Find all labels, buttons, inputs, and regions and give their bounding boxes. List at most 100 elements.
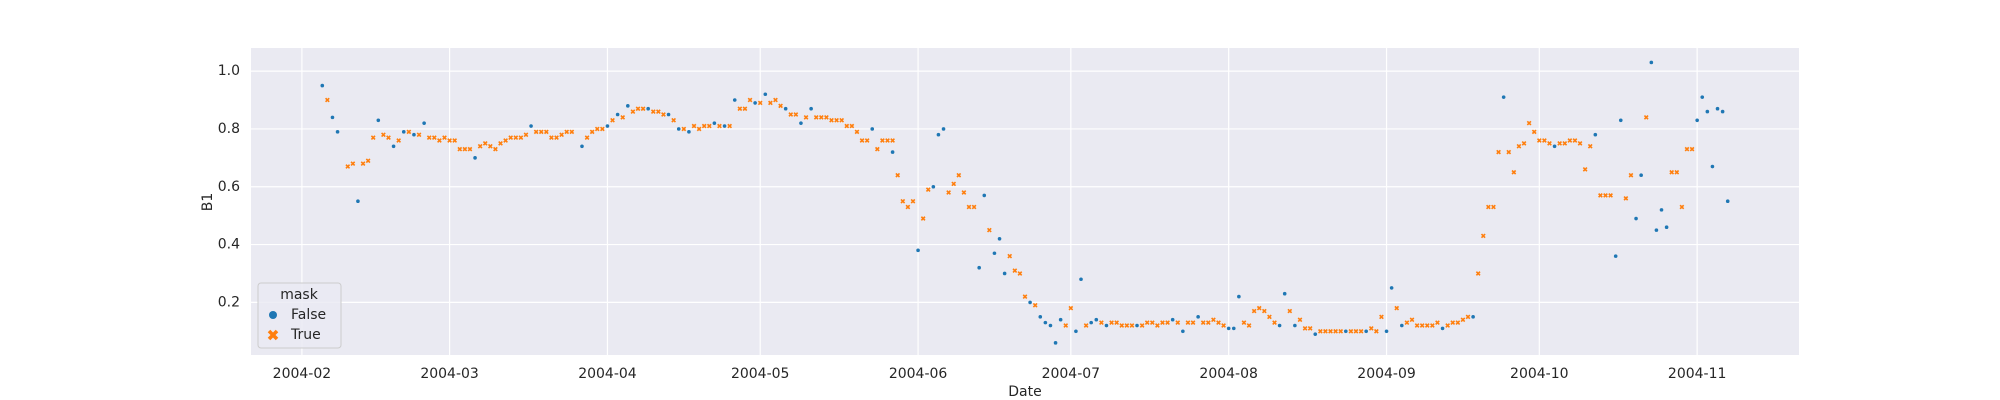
- point: [742, 106, 748, 112]
- point: [1471, 315, 1475, 319]
- point: [951, 181, 957, 187]
- x-tick-label: 2004-10: [1510, 366, 1569, 382]
- point: [1028, 300, 1032, 305]
- point: [1297, 317, 1303, 323]
- point: [482, 141, 488, 146]
- point: [1634, 216, 1638, 221]
- point: [646, 106, 650, 111]
- point: [1267, 314, 1272, 320]
- point: [1175, 320, 1181, 325]
- point: [890, 138, 895, 143]
- point: [1460, 317, 1466, 323]
- point: [1435, 320, 1440, 325]
- point: [426, 135, 432, 140]
- point: [1302, 326, 1308, 331]
- point: [1603, 193, 1608, 198]
- y-axis-label: B1: [200, 193, 216, 212]
- point: [946, 190, 951, 195]
- point: [325, 97, 330, 103]
- point: [864, 138, 870, 143]
- point: [824, 115, 829, 120]
- point: [956, 172, 962, 178]
- point: [1007, 253, 1013, 259]
- point: [1496, 149, 1501, 155]
- point: [1679, 204, 1685, 210]
- point: [1654, 228, 1659, 232]
- legend-title: mask: [280, 287, 319, 303]
- point: [727, 123, 733, 129]
- point: [533, 129, 539, 135]
- x-tick-label: 2004-09: [1357, 366, 1416, 382]
- point: [1424, 323, 1430, 328]
- point: [1542, 138, 1547, 143]
- point: [467, 146, 473, 152]
- legend-marker: [269, 311, 277, 319]
- point: [365, 158, 371, 164]
- point: [986, 227, 992, 233]
- point: [1429, 323, 1435, 328]
- legend-box: [257, 282, 342, 349]
- x-tick-label: 2004-02: [273, 366, 332, 382]
- point: [992, 251, 997, 256]
- x-tick-label: 2004-05: [731, 366, 790, 382]
- legend-label: True: [290, 327, 321, 343]
- point: [1190, 320, 1196, 325]
- point: [1038, 315, 1043, 319]
- point: [1241, 320, 1247, 325]
- point: [1674, 169, 1680, 175]
- point: [406, 129, 412, 135]
- point: [1048, 323, 1053, 328]
- point: [1287, 308, 1293, 314]
- point: [1491, 204, 1496, 210]
- point: [1200, 320, 1206, 325]
- point: [650, 109, 656, 114]
- point: [1099, 320, 1104, 325]
- point: [885, 138, 890, 143]
- point: [1002, 271, 1007, 276]
- point: [1455, 320, 1461, 325]
- point: [1613, 254, 1618, 258]
- point: [513, 135, 519, 140]
- point: [1511, 169, 1517, 175]
- point: [1368, 326, 1374, 331]
- point: [401, 130, 406, 134]
- point: [1414, 323, 1420, 328]
- point: [626, 104, 630, 108]
- point: [859, 138, 865, 143]
- point: [1083, 323, 1089, 328]
- point: [880, 138, 885, 143]
- point: [1237, 294, 1241, 299]
- legend: mask False True: [257, 282, 342, 349]
- point: [1695, 118, 1699, 123]
- point: [1063, 323, 1069, 328]
- point: [681, 126, 687, 132]
- point: [661, 112, 666, 117]
- point: [1185, 320, 1191, 325]
- point: [1277, 323, 1282, 328]
- point: [696, 126, 702, 132]
- point: [1608, 193, 1613, 198]
- point: [712, 121, 717, 125]
- y-tick-label: 0.2: [218, 294, 240, 310]
- point: [1501, 95, 1506, 99]
- point: [1104, 323, 1109, 328]
- point: [543, 129, 549, 135]
- point: [1720, 109, 1725, 114]
- point: [1074, 329, 1078, 334]
- point: [687, 130, 691, 134]
- point: [925, 187, 931, 193]
- point: [1079, 277, 1083, 282]
- point: [1317, 328, 1323, 334]
- y-tick-label: 0.8: [218, 121, 240, 137]
- point: [874, 146, 880, 152]
- point: [1715, 106, 1720, 111]
- point: [370, 135, 376, 140]
- point: [1058, 317, 1063, 322]
- point: [630, 109, 636, 114]
- point: [431, 135, 437, 140]
- point: [961, 190, 967, 195]
- point: [1440, 326, 1445, 331]
- point: [1379, 314, 1384, 320]
- point: [753, 101, 757, 105]
